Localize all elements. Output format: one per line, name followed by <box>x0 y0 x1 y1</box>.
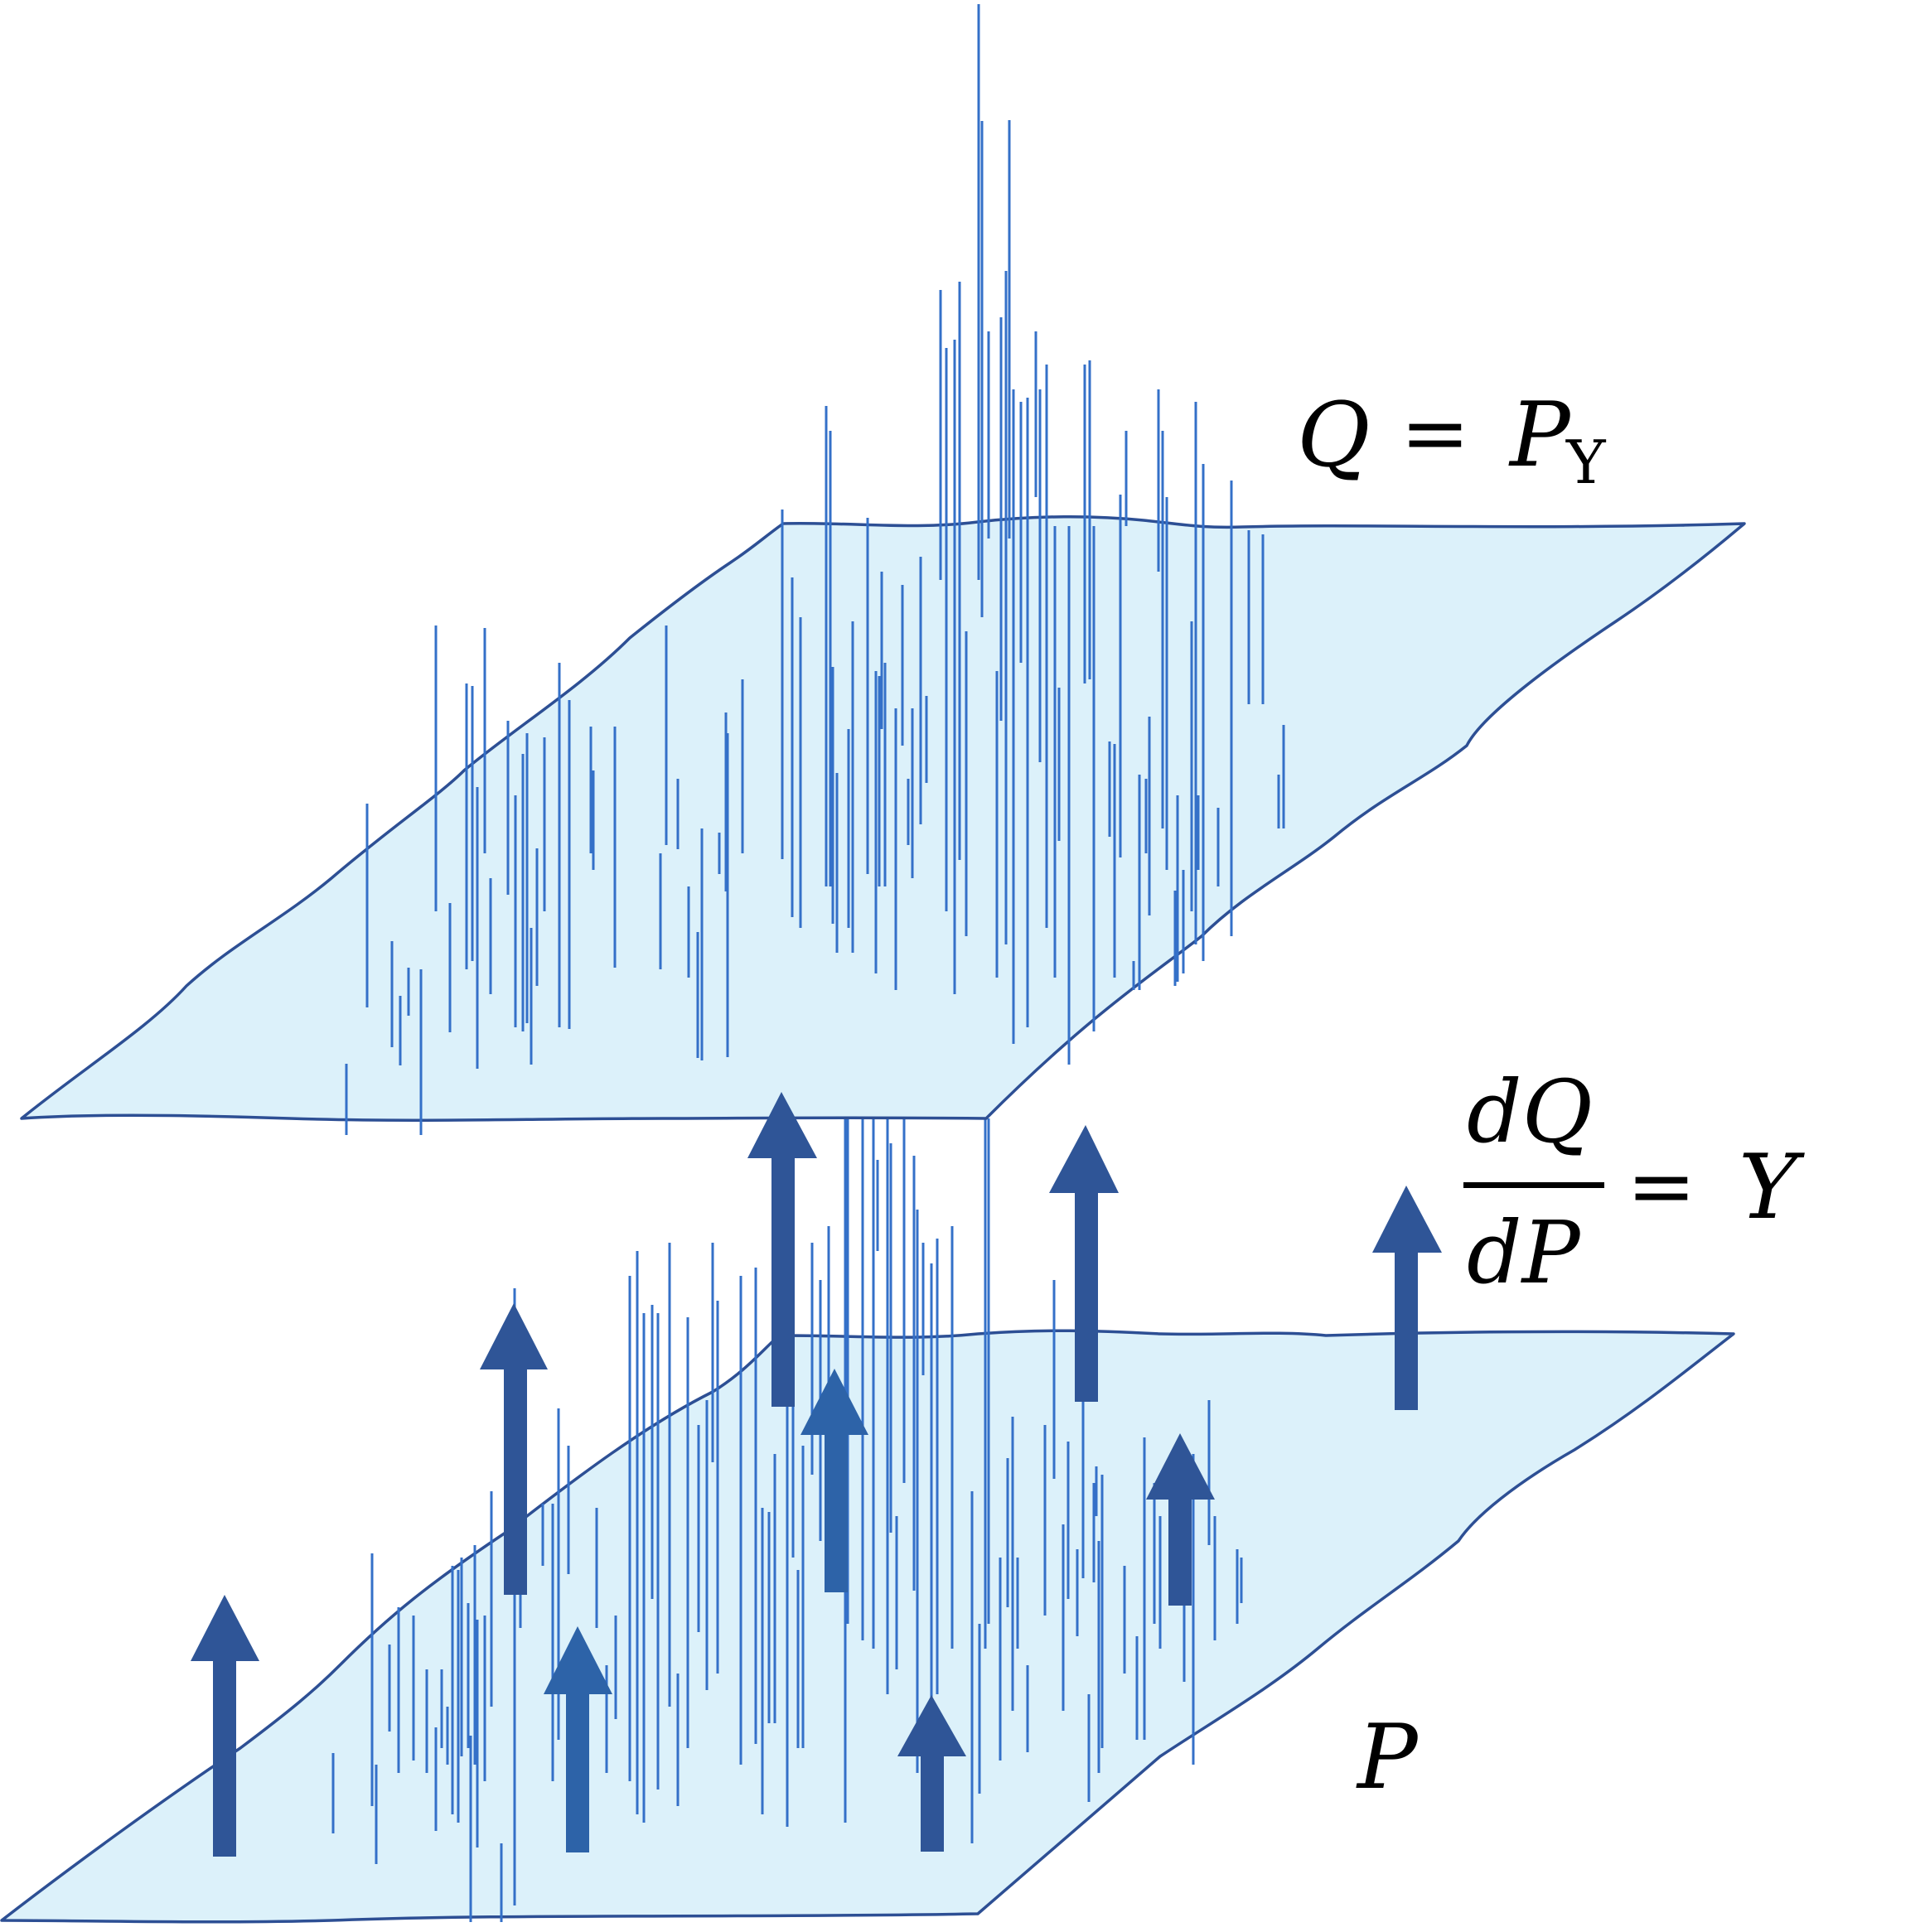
derivative-equation: dQ dP = Y <box>1463 1061 1805 1303</box>
fraction-bar <box>1463 1182 1604 1188</box>
p-symbol: P <box>1508 384 1572 487</box>
numerator: dQ <box>1467 1061 1593 1162</box>
up-arrow <box>191 1595 259 1857</box>
up-arrow <box>1372 1186 1442 1410</box>
equals-sign: = <box>1400 384 1470 481</box>
up-arrow <box>1049 1125 1119 1402</box>
up-arrow <box>544 1626 612 1852</box>
up-arrow <box>480 1303 548 1595</box>
lower-spikes <box>331 1056 1243 1922</box>
y-subscript: Y <box>1565 427 1607 497</box>
lower-plane <box>0 1329 1735 1924</box>
denominator: dP <box>1467 1202 1582 1303</box>
y-symbol: Y <box>1739 1136 1805 1239</box>
up-arrow <box>747 1092 817 1407</box>
lower-measure-label: P <box>1356 1706 1420 1809</box>
equals-sign: = <box>1627 1137 1696 1234</box>
up-arrow <box>897 1695 966 1852</box>
arrows <box>191 1092 1442 1857</box>
lower-plane-group <box>0 1329 1735 1924</box>
upper-equation: Q = P Y <box>1297 384 1607 497</box>
up-arrow <box>1146 1433 1215 1606</box>
upper-spikes <box>345 4 1285 1135</box>
up-arrow <box>800 1369 868 1592</box>
q-symbol: Q <box>1297 384 1371 487</box>
